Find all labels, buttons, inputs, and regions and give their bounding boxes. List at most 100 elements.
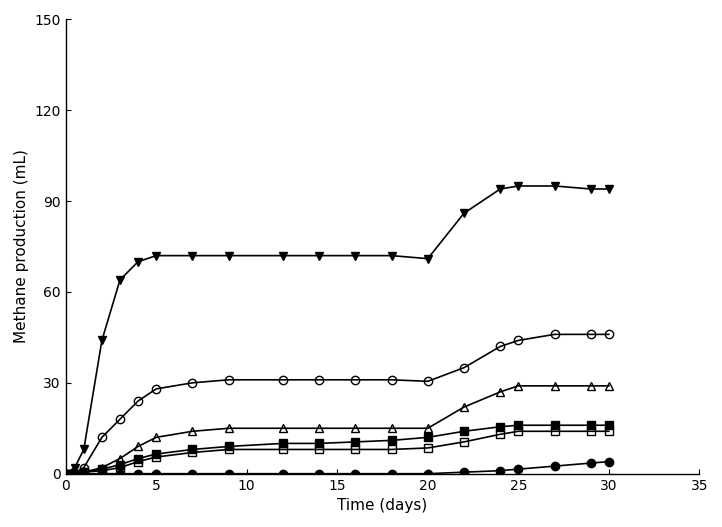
anaerobic sludge [423, 471, 432, 477]
anaerobic sludge [351, 471, 360, 477]
anaerobic sludge [315, 471, 323, 477]
ionic liquid [604, 186, 613, 192]
ionic liquid [225, 252, 233, 259]
hydrothermal 240C [387, 437, 396, 444]
hydrothermal 240C [152, 451, 160, 457]
anaerobic sludge [79, 471, 88, 477]
alginate [586, 331, 595, 337]
ionic liquid [79, 446, 88, 453]
hydrothermal 180C [604, 383, 613, 389]
ionic liquid [460, 210, 469, 217]
hydrothermal 240C [134, 455, 142, 462]
bio-organic acid byproduct [315, 446, 323, 453]
ionic liquid [71, 464, 79, 471]
ionic liquid [97, 337, 106, 344]
Line: hydrothermal 180C: hydrothermal 180C [61, 382, 613, 478]
anaerobic sludge [460, 469, 469, 475]
alginate [315, 377, 323, 383]
bio-organic acid byproduct [351, 446, 360, 453]
hydrothermal 180C [351, 425, 360, 432]
alginate [152, 386, 160, 392]
bio-organic acid byproduct [116, 464, 124, 471]
alginate [61, 471, 70, 477]
hydrothermal 180C [423, 425, 432, 432]
bio-organic acid byproduct [134, 458, 142, 465]
bio-organic acid byproduct [61, 471, 70, 477]
alginate [550, 331, 559, 337]
hydrothermal 180C [61, 471, 70, 477]
hydrothermal 240C [71, 471, 79, 477]
alginate [496, 343, 505, 349]
hydrothermal 240C [97, 466, 106, 472]
hydrothermal 240C [116, 462, 124, 468]
hydrothermal 240C [514, 422, 523, 428]
ionic liquid [423, 256, 432, 262]
ionic liquid [514, 183, 523, 189]
alginate [279, 377, 287, 383]
hydrothermal 180C [152, 434, 160, 441]
hydrothermal 240C [188, 446, 197, 453]
ionic liquid [351, 252, 360, 259]
alginate [134, 398, 142, 404]
bio-organic acid byproduct [79, 469, 88, 475]
bio-organic acid byproduct [496, 431, 505, 437]
bio-organic acid byproduct [604, 428, 613, 434]
X-axis label: Time (days): Time (days) [337, 498, 427, 513]
hydrothermal 240C [315, 440, 323, 446]
alginate [460, 365, 469, 371]
anaerobic sludge [152, 471, 160, 477]
bio-organic acid byproduct [279, 446, 287, 453]
ionic liquid [315, 252, 323, 259]
hydrothermal 180C [460, 404, 469, 410]
Line: bio-organic acid byproduct: bio-organic acid byproduct [61, 427, 613, 478]
ionic liquid [387, 252, 396, 259]
hydrothermal 180C [550, 383, 559, 389]
ionic liquid [279, 252, 287, 259]
hydrothermal 240C [550, 422, 559, 428]
hydrothermal 240C [279, 440, 287, 446]
bio-organic acid byproduct [460, 439, 469, 445]
ionic liquid [61, 471, 70, 477]
hydrothermal 180C [514, 383, 523, 389]
ionic liquid [152, 252, 160, 259]
alginate [225, 377, 233, 383]
alginate [188, 379, 197, 386]
bio-organic acid byproduct [514, 428, 523, 434]
hydrothermal 240C [496, 424, 505, 430]
anaerobic sludge [279, 471, 287, 477]
alginate [604, 331, 613, 337]
hydrothermal 240C [225, 443, 233, 450]
alginate [514, 337, 523, 344]
hydrothermal 180C [97, 464, 106, 471]
hydrothermal 240C [460, 428, 469, 434]
ionic liquid [116, 277, 124, 283]
ionic liquid [550, 183, 559, 189]
ionic liquid [134, 259, 142, 265]
hydrothermal 180C [79, 469, 88, 475]
anaerobic sludge [604, 458, 613, 465]
hydrothermal 240C [79, 469, 88, 475]
ionic liquid [496, 186, 505, 192]
anaerobic sludge [116, 471, 124, 477]
alginate [423, 378, 432, 385]
hydrothermal 180C [116, 455, 124, 462]
hydrothermal 240C [61, 471, 70, 477]
anaerobic sludge [71, 471, 79, 477]
alginate [387, 377, 396, 383]
hydrothermal 180C [71, 471, 79, 477]
Line: hydrothermal 240C: hydrothermal 240C [61, 421, 613, 478]
Y-axis label: Methane production (mL): Methane production (mL) [14, 150, 29, 344]
ionic liquid [586, 186, 595, 192]
anaerobic sludge [387, 471, 396, 477]
anaerobic sludge [586, 460, 595, 466]
anaerobic sludge [188, 471, 197, 477]
hydrothermal 240C [423, 434, 432, 441]
bio-organic acid byproduct [152, 454, 160, 460]
bio-organic acid byproduct [387, 446, 396, 453]
Line: alginate: alginate [61, 330, 613, 478]
alginate [97, 434, 106, 441]
bio-organic acid byproduct [225, 446, 233, 453]
bio-organic acid byproduct [586, 428, 595, 434]
hydrothermal 180C [134, 443, 142, 450]
bio-organic acid byproduct [550, 428, 559, 434]
